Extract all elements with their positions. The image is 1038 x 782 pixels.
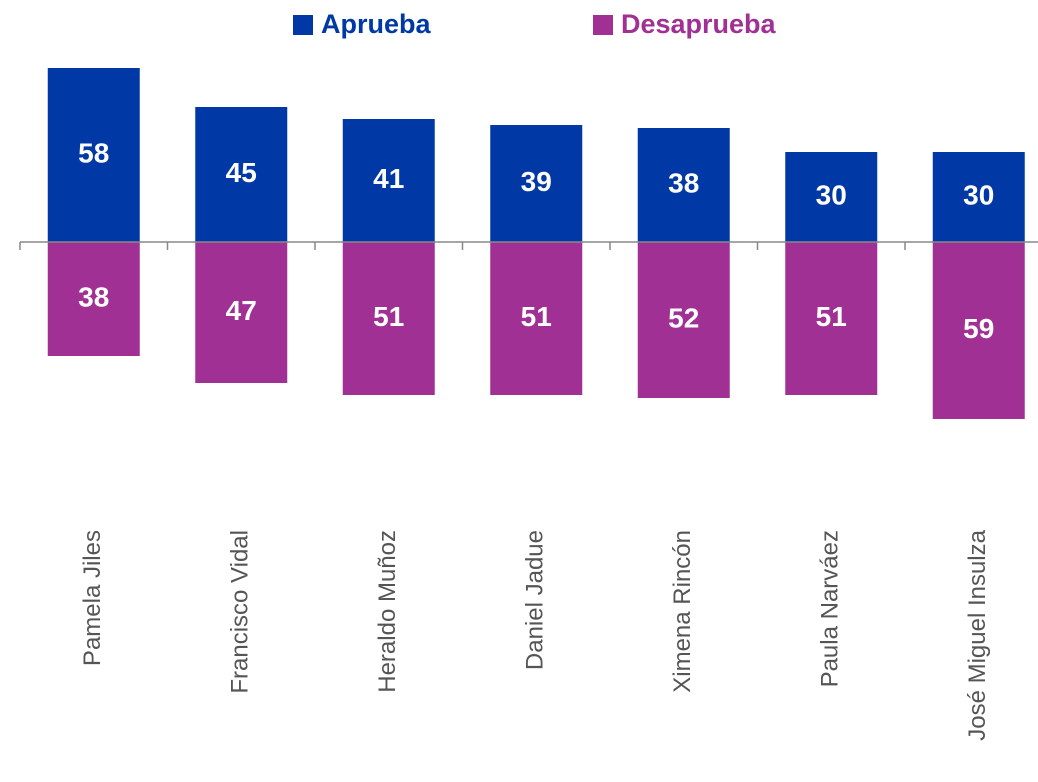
value-label: 51 (373, 301, 404, 332)
value-label: 30 (963, 179, 994, 210)
value-label: 52 (668, 302, 699, 333)
bar (637, 242, 730, 398)
bar (490, 242, 583, 395)
bar (195, 242, 288, 383)
value-label: 39 (521, 166, 552, 197)
value-label: 58 (78, 137, 109, 168)
x-tick-label: Ximena Rincón (669, 530, 696, 693)
legend-swatch (293, 15, 313, 35)
bar (342, 242, 435, 395)
value-label: 59 (963, 313, 994, 344)
bar (932, 152, 1025, 242)
bar (637, 128, 730, 242)
x-tick-label: Francisco Vidal (227, 530, 254, 694)
bar (785, 242, 878, 395)
x-tick-label: Paula Narváez (817, 530, 844, 687)
legend-label: Desaprueba (621, 9, 777, 39)
bar (342, 119, 435, 242)
value-label: 45 (226, 157, 257, 188)
x-tick-label: Daniel Jadue (522, 530, 549, 670)
bar (47, 242, 140, 356)
value-label: 47 (226, 295, 257, 326)
value-label: 51 (521, 301, 552, 332)
x-tick-label: José Miguel Insulza (964, 529, 991, 740)
legend-swatch (593, 15, 613, 35)
bar (490, 125, 583, 242)
bar (47, 68, 140, 242)
bar (932, 242, 1025, 419)
value-label: 38 (668, 167, 699, 198)
value-label: 41 (373, 163, 404, 194)
value-label: 38 (78, 281, 109, 312)
x-tick-label: Heraldo Muñoz (374, 530, 401, 693)
value-label: 51 (816, 301, 847, 332)
bar (195, 107, 288, 242)
x-tick-label: Pamela Jiles (79, 530, 106, 666)
value-label: 30 (816, 179, 847, 210)
legend-label: Aprueba (321, 9, 432, 39)
bar (785, 152, 878, 242)
